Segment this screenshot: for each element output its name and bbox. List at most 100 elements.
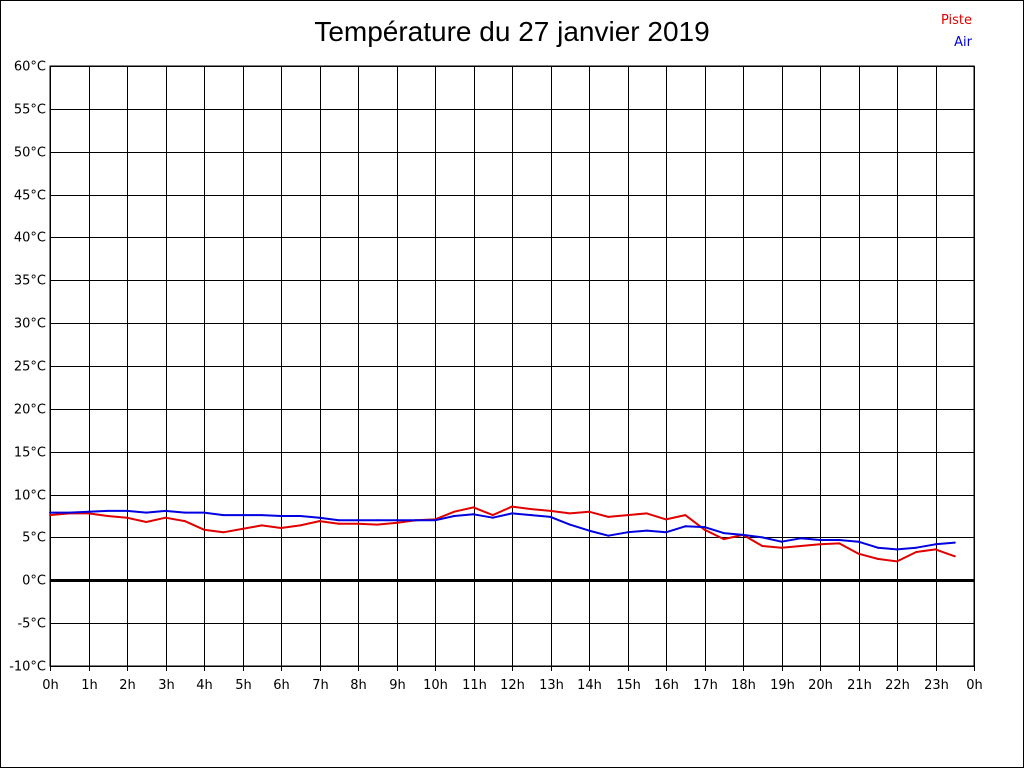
x-tick-label: 9h — [389, 678, 406, 693]
data-point-air — [491, 516, 494, 519]
x-tick-label: 0h — [42, 678, 59, 693]
y-tick-label: 45°C — [14, 189, 46, 204]
x-tick-label: 7h — [312, 678, 329, 693]
data-point-piste — [376, 523, 379, 526]
y-tick-label: 5°C — [22, 531, 46, 546]
x-tick-label: 14h — [577, 678, 602, 693]
data-point-piste — [549, 509, 552, 512]
data-point-air — [203, 511, 205, 514]
data-point-air — [49, 511, 51, 514]
data-point-air — [588, 529, 590, 532]
x-tick-label: 16h — [654, 678, 679, 693]
data-point-air — [453, 515, 456, 517]
data-point-air — [761, 536, 764, 539]
x-tick-label: 15h — [616, 678, 641, 693]
x-tick-label: 13h — [539, 678, 564, 693]
data-point-piste — [145, 521, 148, 523]
y-tick-label: 35°C — [14, 274, 46, 289]
data-point-piste — [857, 552, 860, 555]
x-tick-label: 8h — [350, 678, 367, 693]
data-point-piste — [337, 522, 340, 525]
data-point-piste — [106, 515, 109, 517]
legend-air: Air — [954, 35, 972, 50]
x-tick-label: 17h — [693, 678, 718, 693]
data-point-piste — [203, 528, 205, 531]
data-point-piste — [896, 560, 898, 563]
data-point-air — [819, 539, 821, 541]
data-point-piste — [799, 545, 802, 547]
y-tick-label: 55°C — [14, 103, 46, 118]
data-point-piste — [260, 524, 263, 527]
y-tick-label: 25°C — [14, 360, 46, 375]
data-point-air — [722, 532, 725, 535]
data-point-piste — [645, 512, 648, 515]
y-tick-label: 50°C — [14, 146, 46, 161]
data-point-air — [106, 509, 109, 512]
x-tick-label: 11h — [462, 678, 487, 693]
data-point-air — [838, 539, 841, 541]
data-point-piste — [588, 510, 590, 513]
y-tick-label: 0°C — [22, 574, 46, 589]
data-point-piste — [568, 512, 571, 515]
data-point-air — [222, 514, 225, 517]
x-tick-label: 4h — [196, 678, 213, 693]
data-point-piste — [241, 527, 244, 530]
data-point-air — [260, 514, 263, 517]
x-tick-label: 23h — [924, 678, 949, 693]
y-tick-label: 60°C — [14, 60, 46, 75]
data-point-air — [568, 523, 571, 526]
data-point-piste — [222, 531, 225, 534]
data-point-air — [549, 515, 552, 518]
x-tick-label: 20h — [808, 678, 833, 693]
data-point-air — [953, 541, 956, 544]
data-point-air — [395, 519, 398, 522]
data-point-air — [896, 548, 898, 551]
x-tick-label: 5h — [235, 678, 252, 693]
y-tick-label: 20°C — [14, 403, 46, 418]
data-point-air — [607, 534, 610, 537]
data-point-piste — [299, 524, 302, 527]
y-tick-label: 40°C — [14, 231, 46, 246]
data-point-air — [684, 525, 687, 528]
data-point-air — [318, 516, 321, 519]
y-tick-label: 15°C — [14, 446, 46, 461]
data-point-piste — [357, 522, 359, 525]
data-point-air — [780, 540, 783, 543]
data-point-piste — [780, 546, 783, 549]
data-point-air — [915, 546, 918, 549]
y-tick-label: -10°C — [9, 660, 46, 675]
data-point-piste — [838, 542, 841, 545]
data-point-piste — [511, 505, 513, 508]
x-tick-label: 19h — [770, 678, 795, 693]
x-tick-label: 0h — [966, 678, 983, 693]
data-point-air — [472, 513, 475, 516]
data-point-air — [876, 546, 879, 549]
data-point-piste — [703, 528, 706, 531]
data-point-air — [645, 529, 648, 532]
data-point-piste — [876, 557, 879, 560]
data-point-piste — [395, 521, 398, 524]
data-point-piste — [280, 527, 282, 529]
x-tick-label: 22h — [885, 678, 910, 693]
data-point-air — [357, 519, 359, 522]
x-tick-label: 10h — [423, 678, 448, 693]
data-point-piste — [607, 515, 610, 518]
data-point-piste — [819, 543, 821, 546]
x-tick-label: 6h — [273, 678, 290, 693]
data-point-piste — [626, 514, 629, 517]
data-point-air — [68, 511, 71, 514]
legend-piste: Piste — [940, 13, 972, 28]
data-point-air — [87, 510, 90, 513]
data-point-piste — [722, 538, 725, 541]
data-point-piste — [87, 512, 90, 515]
data-point-piste — [684, 514, 687, 517]
data-point-piste — [183, 520, 186, 523]
data-point-air — [145, 511, 148, 514]
data-point-piste — [761, 545, 764, 547]
data-point-air — [742, 533, 744, 536]
data-point-piste — [915, 551, 918, 553]
data-point-air — [241, 514, 244, 517]
data-point-air — [376, 519, 379, 522]
data-point-air — [126, 509, 128, 512]
data-point-piste — [934, 548, 937, 551]
